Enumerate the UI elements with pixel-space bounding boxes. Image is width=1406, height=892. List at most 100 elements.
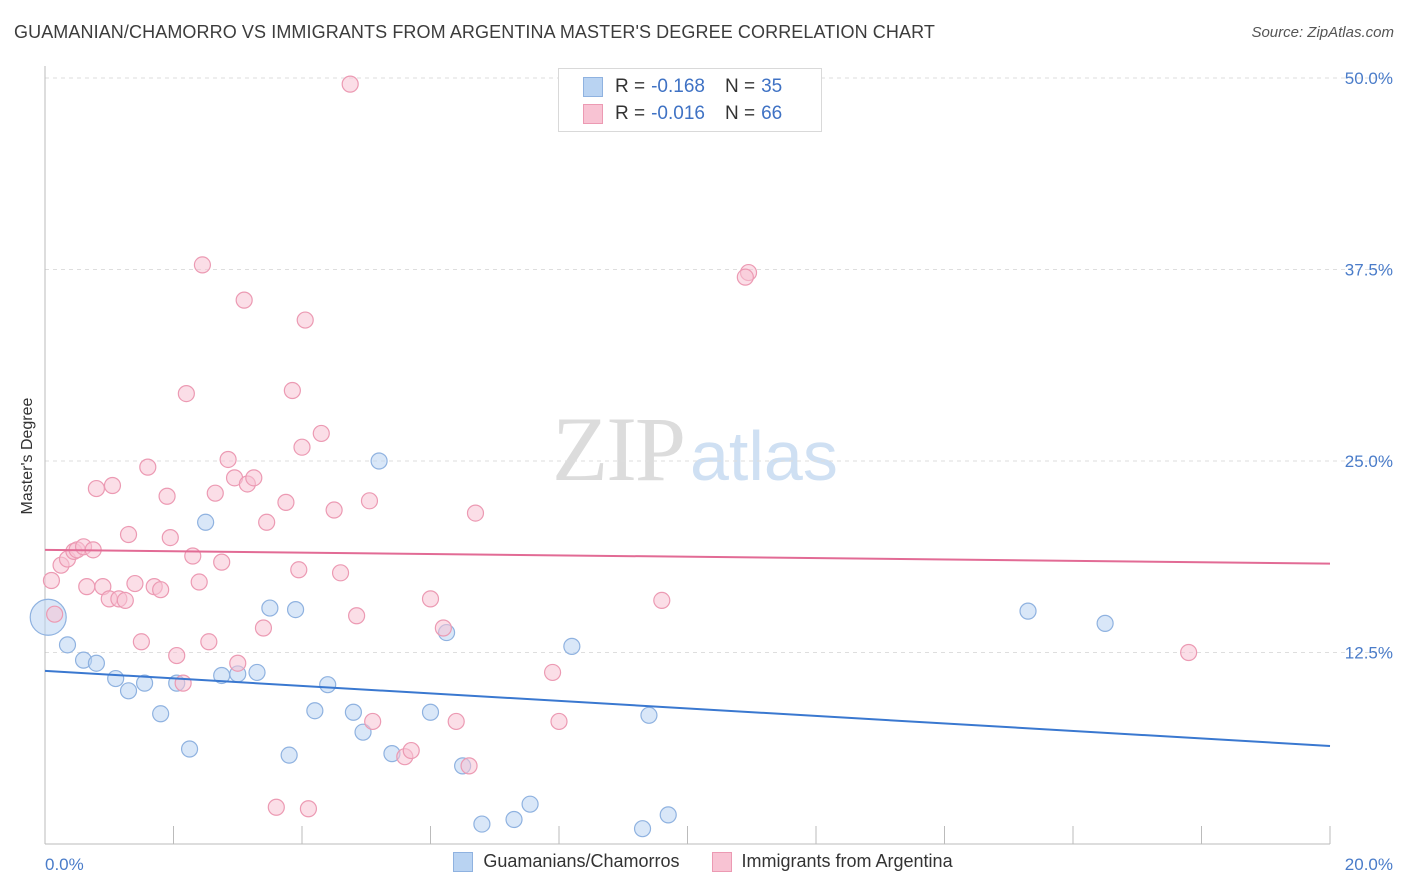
legend-item-argentina[interactable]: Immigrants from Argentina [711,851,953,872]
point-argentina [132,633,150,651]
point-guamanians [344,703,362,721]
legend-n-value: 66 [761,103,783,124]
point-argentina [200,633,218,651]
point-argentina [421,590,440,608]
point-guamanians [306,702,324,720]
point-guamanians [354,723,372,741]
point-argentina [434,619,452,637]
point-argentina [116,591,134,610]
point-argentina [348,607,366,625]
point-argentina [158,487,176,505]
legend-r-value: -0.168 [651,76,705,97]
point-argentina [277,493,295,511]
source-credit: Source: ZipAtlas.com [1251,24,1394,41]
point-argentina [193,256,212,274]
point-argentina [42,571,61,590]
data-points [29,75,1198,838]
point-argentina [543,663,562,682]
legend-r-value: -0.016 [651,103,705,124]
point-argentina [447,712,465,731]
trend-line-guamanians [44,669,1331,747]
point-argentina [235,291,253,309]
point-argentina [254,619,273,637]
point-guamanians [421,703,440,721]
point-argentina [290,561,308,579]
point-argentina [152,581,170,599]
point-argentina [293,438,311,456]
stats-legend: R = -0.168 N = 35 R = -0.016 N = 66 [558,68,822,132]
point-argentina [206,484,224,502]
point-argentina [87,479,106,498]
point-argentina [299,800,318,818]
point-argentina [245,469,263,487]
legend-row-argentina: R = -0.016 N = 66 [583,102,782,126]
axes [44,66,1331,845]
point-guamanians [1019,602,1037,620]
point-argentina [460,757,478,775]
point-guamanians [135,674,154,692]
x-tick-label: 20.0% [1345,855,1393,874]
point-argentina [364,712,382,731]
point-guamanians [197,513,215,531]
point-guamanians [319,676,337,694]
point-argentina [78,578,96,596]
point-argentina [229,654,247,672]
point-guamanians [286,601,305,619]
point-argentina [466,504,485,522]
point-argentina [213,553,231,571]
legend-r-label: R = [615,103,646,124]
y-tick-label: 25.0% [1345,452,1393,471]
point-argentina [653,591,671,610]
point-argentina [258,513,276,531]
legend-label-guamanians: Guamanians/Chamorros [483,851,680,871]
legend-item-guamanians[interactable]: Guamanians/Chamorros [453,851,680,872]
point-guamanians [370,452,388,470]
grid-lines [45,77,1390,653]
point-argentina [177,384,195,403]
legend-row-guamanians: R = -0.168 N = 35 [583,75,782,99]
legend-swatch-argentina [583,104,603,124]
y-tick-label: 37.5% [1345,261,1393,280]
point-argentina [161,528,179,547]
point-guamanians [563,637,581,655]
point-argentina [325,501,343,519]
x-tick-label: 0.0% [45,855,84,874]
point-argentina [1180,643,1198,662]
chart-title: GUAMANIAN/CHAMORRO VS IMMIGRANTS FROM AR… [14,22,935,42]
point-argentina [139,458,157,476]
point-guamanians [280,746,298,764]
legend-swatch-guamanians [583,77,603,97]
point-argentina [119,525,138,544]
point-argentina [360,492,379,510]
point-argentina [267,798,285,816]
series-legend: Guamanians/Chamorros Immigrants from Arg… [0,851,1406,872]
legend-n-label: N = [724,76,756,97]
point-argentina [168,646,186,665]
point-argentina [174,674,192,692]
legend-n-value: 35 [761,76,783,97]
point-guamanians [58,636,77,654]
legend-swatch-guamanians [453,851,474,872]
y-tick-label: 50.0% [1345,69,1393,88]
point-guamanians [248,663,266,682]
trend-line-argentina [44,548,1331,565]
point-guamanians [640,706,658,724]
legend-swatch-argentina [711,851,732,872]
point-guamanians [180,740,199,758]
legend-n-label: N = [724,103,756,124]
point-argentina [190,573,208,591]
point-argentina [219,450,237,469]
point-argentina [46,605,64,623]
point-guamanians [261,599,279,617]
point-argentina [312,424,330,443]
trend-lines [44,548,1331,747]
point-argentina [296,311,314,329]
tick-labels: 12.5% 25.0% 37.5% 50.0% 0.0% 20.0% [45,69,1393,874]
point-guamanians [633,820,652,838]
point-guamanians [521,795,539,813]
point-guamanians [505,810,523,829]
point-guamanians [87,654,106,672]
y-tick-label: 12.5% [1345,644,1393,663]
point-guamanians [119,682,138,700]
